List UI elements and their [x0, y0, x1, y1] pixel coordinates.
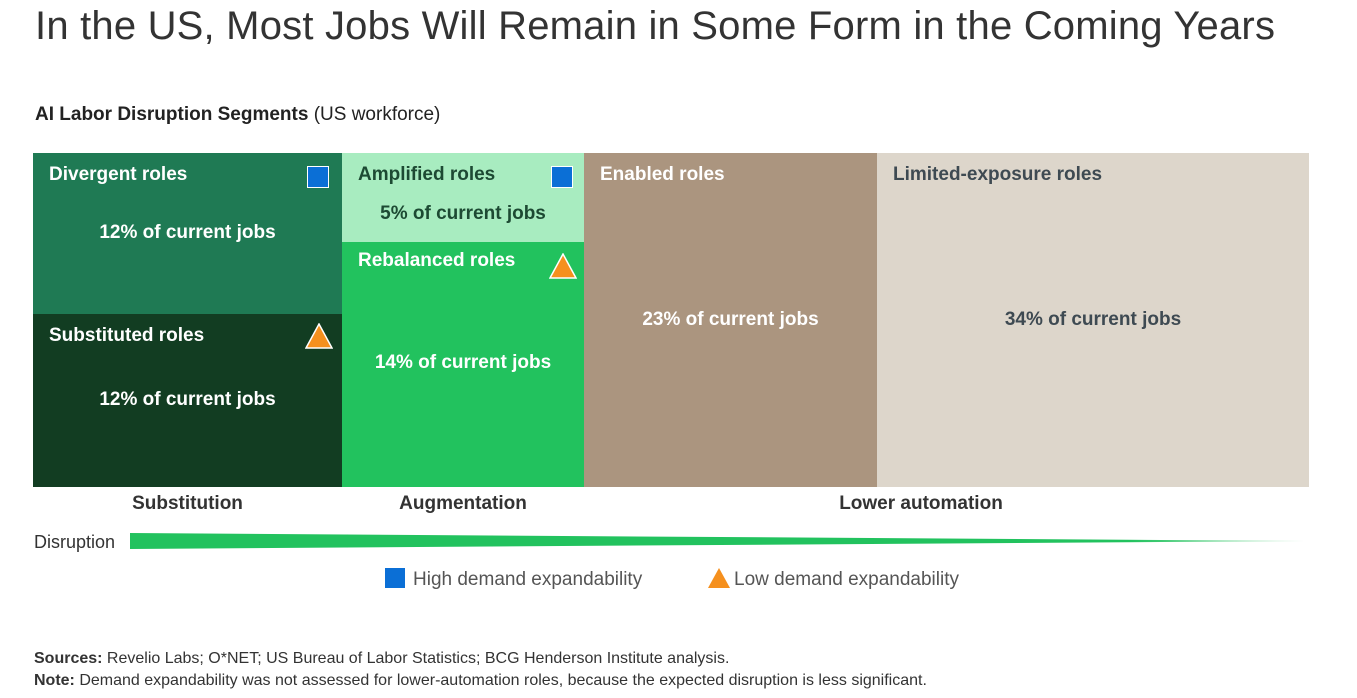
- tile-rebalanced-roles: Rebalanced roles 14% of current jobs: [342, 242, 584, 487]
- group-label-augmentation: Augmentation: [399, 493, 527, 514]
- sources-line: Sources: Revelio Labs; O*NET; US Bureau …: [34, 650, 729, 668]
- group-label-lower-automation: Lower automation: [839, 493, 1003, 514]
- tile-value: 14% of current jobs: [374, 352, 552, 373]
- tile-value: 12% of current jobs: [99, 222, 276, 243]
- tile-name: Rebalanced roles: [358, 250, 516, 271]
- tile-value: 34% of current jobs: [1004, 309, 1182, 330]
- tile-amplified-roles: Amplified roles 5% of current jobs: [342, 153, 584, 242]
- tile-substituted-roles: Substituted roles 12% of current jobs: [33, 314, 342, 487]
- note-text: Demand expandability was not assessed fo…: [74, 672, 927, 689]
- tile-name: Limited-exposure roles: [893, 164, 1103, 185]
- low-demand-triangle-icon: [305, 323, 333, 349]
- sources-text: Revelio Labs; O*NET; US Bureau of Labor …: [102, 650, 730, 667]
- tile-name: Enabled roles: [600, 164, 725, 185]
- tile-limited-exposure-roles: Limited-exposure roles 34% of current jo…: [877, 153, 1309, 487]
- high-demand-square-icon: [307, 166, 329, 188]
- tile-name: Divergent roles: [49, 164, 188, 185]
- legend-high-demand: High demand expandability: [385, 568, 642, 591]
- tile-name: Substituted roles: [49, 325, 205, 346]
- disruption-axis-label: Disruption: [34, 532, 116, 552]
- blue-square-icon: [385, 568, 405, 588]
- chart-title: In the US, Most Jobs Will Remain in Some…: [35, 4, 1276, 48]
- tile-enabled-roles: Enabled roles 23% of current jobs: [584, 153, 877, 487]
- note-line: Note: Demand expandability was not asses…: [34, 672, 927, 690]
- note-label: Note:: [34, 672, 75, 689]
- subtitle-bold: AI Labor Disruption Segments: [35, 104, 309, 125]
- tile-value: 23% of current jobs: [642, 309, 819, 330]
- sources-label: Sources:: [34, 650, 103, 667]
- tile-value: 5% of current jobs: [380, 203, 546, 224]
- tile-name: Amplified roles: [358, 164, 496, 185]
- low-demand-triangle-icon: [549, 253, 577, 279]
- high-demand-square-icon: [551, 166, 573, 188]
- legend-label: Low demand expandability: [734, 569, 959, 590]
- group-label-substitution: Substitution: [132, 493, 243, 514]
- legend-label: High demand expandability: [413, 569, 643, 590]
- subtitle-rest: (US workforce): [308, 104, 441, 125]
- disruption-wedge: [130, 533, 1305, 549]
- tile-divergent-roles: Divergent roles 12% of current jobs: [33, 153, 342, 314]
- chart-subtitle: AI Labor Disruption Segments (US workfor…: [35, 104, 440, 126]
- tile-value: 12% of current jobs: [99, 389, 276, 410]
- orange-triangle-icon: [708, 568, 730, 588]
- legend-low-demand: Low demand expandability: [708, 568, 959, 591]
